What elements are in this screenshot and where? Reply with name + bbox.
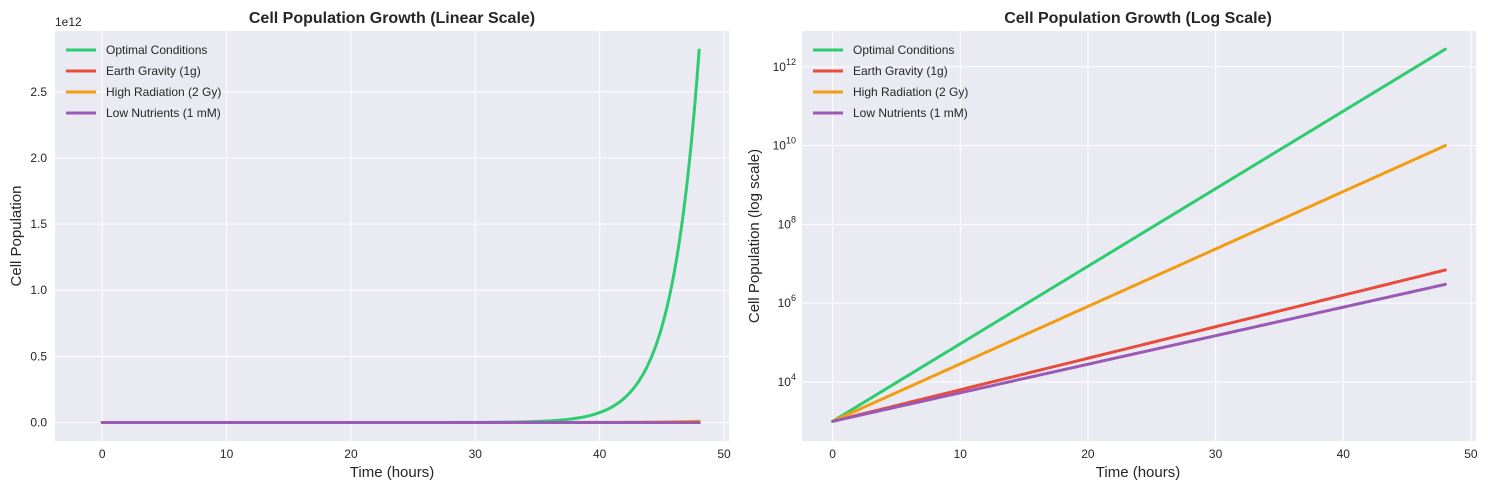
y-tick-label: 1.5: [30, 217, 47, 231]
legend-entry: Low Nutrients (1 mM): [66, 106, 221, 120]
y-tick-label: 2.5: [30, 85, 47, 99]
x-tick-label: 40: [1337, 447, 1351, 461]
series-line-low-nutrients-1-mm: [831, 282, 1447, 423]
linear-axes-background: [55, 31, 729, 441]
y-tick-label: 1010: [773, 136, 796, 153]
y-tick-label: 0.5: [30, 349, 47, 363]
legend-entry: High Radiation (2 Gy): [813, 85, 968, 99]
linear-scale-chart: 0 10 20 30 40 50 0.0 0.5 1.0 1.5 2.0 2.5 Cell Popu…: [8, 10, 731, 481]
log-x-axis-label: Time (hours): [1096, 464, 1180, 481]
y-tick-label: 2.0: [30, 151, 47, 165]
x-tick-label: 30: [469, 447, 483, 461]
legend-entry: Optimal Conditions: [66, 43, 207, 57]
legend-label: High Radiation (2 Gy): [106, 85, 221, 99]
legend-label: Earth Gravity (1g): [106, 64, 201, 78]
legend-entry: High Radiation (2 Gy): [66, 85, 221, 99]
linear-y-axis-label: Cell Population: [8, 186, 25, 287]
log-x-ticks: 0 10 20 30 40 50: [829, 447, 1478, 461]
legend-entry: Earth Gravity (1g): [813, 64, 948, 78]
legend-entry: Earth Gravity (1g): [66, 64, 201, 78]
y-tick-base: 10: [778, 375, 792, 389]
x-tick-label: 50: [1464, 447, 1478, 461]
y-tick-label: 106: [778, 293, 796, 310]
y-tick-label: 1012: [773, 57, 796, 74]
legend-label: High Radiation (2 Gy): [853, 85, 968, 99]
y-tick-exponent: 6: [791, 293, 796, 303]
x-tick-label: 20: [344, 447, 358, 461]
y-tick-base: 10: [778, 296, 792, 310]
legend-label: Optimal Conditions: [853, 43, 954, 57]
legend-label: Low Nutrients (1 mM): [106, 106, 221, 120]
x-tick-label: 30: [1209, 447, 1223, 461]
y-tick-exponent: 12: [786, 57, 796, 67]
x-tick-label: 0: [829, 447, 836, 461]
x-tick-label: 10: [954, 447, 968, 461]
x-tick-label: 20: [1081, 447, 1095, 461]
linear-y-offset-label: 1e12: [55, 15, 82, 29]
y-tick-base: 10: [773, 139, 787, 153]
y-tick-exponent: 4: [791, 372, 796, 382]
linear-y-ticks: 0.0 0.5 1.0 1.5 2.0 2.5: [30, 85, 47, 430]
x-tick-label: 10: [220, 447, 234, 461]
log-grid: [802, 31, 1476, 441]
linear-legend: Optimal Conditions Earth Gravity (1g) High…: [66, 43, 221, 120]
y-tick-exponent: 8: [791, 214, 796, 224]
legend-entry: Low Nutrients (1 mM): [813, 106, 968, 120]
linear-x-axis-label: Time (hours): [350, 464, 434, 481]
y-tick-exponent: 10: [786, 136, 796, 146]
y-tick-base: 10: [778, 217, 792, 231]
y-tick-base: 10: [773, 60, 787, 74]
series-line-optimal-conditions: [831, 47, 1447, 423]
legend-entry: Optimal Conditions: [813, 43, 954, 57]
linear-series-lines: [100, 48, 701, 424]
legend-label: Earth Gravity (1g): [853, 64, 948, 78]
y-tick-label: 0.0: [30, 415, 47, 429]
series-line-earth-gravity-1g: [831, 268, 1447, 423]
linear-x-ticks: 0 10 20 30 40 50: [99, 447, 731, 461]
linear-chart-title: Cell Population Growth (Linear Scale): [249, 10, 535, 27]
log-y-axis-label: Cell Population (log scale): [746, 149, 763, 323]
y-tick-label: 1.0: [30, 283, 47, 297]
log-chart-title: Cell Population Growth (Log Scale): [1004, 10, 1272, 27]
legend-label: Optimal Conditions: [106, 43, 207, 57]
y-tick-label: 104: [778, 372, 796, 389]
legend-label: Low Nutrients (1 mM): [853, 106, 968, 120]
x-tick-label: 40: [593, 447, 607, 461]
log-series-lines: [831, 47, 1447, 423]
y-tick-label: 108: [778, 214, 796, 231]
x-tick-label: 0: [99, 447, 106, 461]
x-tick-label: 50: [717, 447, 731, 461]
series-line-high-radiation-2-gy: [831, 144, 1447, 423]
log-legend: Optimal Conditions Earth Gravity (1g) High…: [813, 43, 968, 120]
